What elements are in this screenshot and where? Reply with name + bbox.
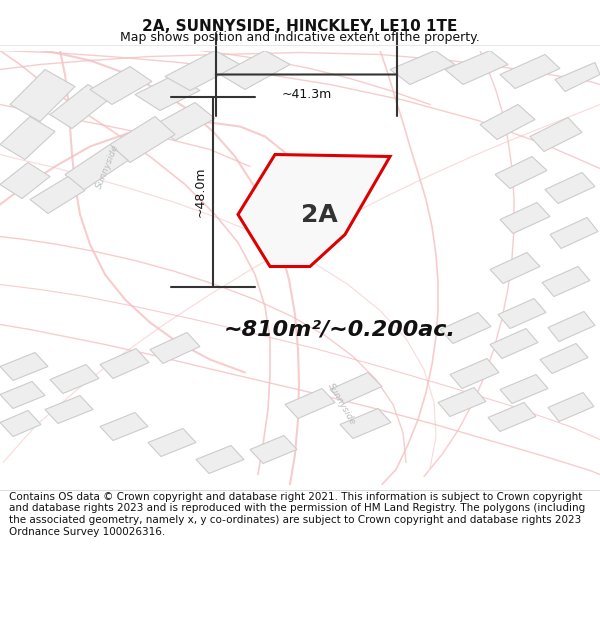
Polygon shape xyxy=(0,411,41,436)
Polygon shape xyxy=(490,253,540,284)
Polygon shape xyxy=(45,396,93,424)
Polygon shape xyxy=(196,446,244,474)
Text: ~810m²/~0.200ac.: ~810m²/~0.200ac. xyxy=(224,319,456,339)
Text: 2A: 2A xyxy=(301,204,338,228)
Polygon shape xyxy=(500,202,550,234)
Polygon shape xyxy=(110,116,175,162)
Text: Contains OS data © Crown copyright and database right 2021. This information is : Contains OS data © Crown copyright and d… xyxy=(9,492,585,537)
Polygon shape xyxy=(445,51,508,84)
Polygon shape xyxy=(500,54,560,89)
Polygon shape xyxy=(438,388,486,416)
Polygon shape xyxy=(0,116,55,159)
Polygon shape xyxy=(165,51,240,91)
Polygon shape xyxy=(0,162,50,199)
Polygon shape xyxy=(450,359,499,389)
Polygon shape xyxy=(238,154,390,266)
Polygon shape xyxy=(390,51,455,84)
Polygon shape xyxy=(480,104,535,139)
Polygon shape xyxy=(100,412,148,441)
Polygon shape xyxy=(0,352,48,381)
Polygon shape xyxy=(548,311,595,341)
Polygon shape xyxy=(488,402,536,431)
Polygon shape xyxy=(0,381,45,409)
Polygon shape xyxy=(542,266,590,296)
Polygon shape xyxy=(100,349,149,379)
Polygon shape xyxy=(285,389,335,419)
Polygon shape xyxy=(50,364,99,394)
Polygon shape xyxy=(548,392,594,421)
Polygon shape xyxy=(340,409,391,439)
Polygon shape xyxy=(150,332,200,364)
Polygon shape xyxy=(10,69,75,121)
Text: ~41.3m: ~41.3m xyxy=(281,89,332,101)
Polygon shape xyxy=(500,374,548,404)
Text: Sunnyside: Sunnyside xyxy=(95,143,121,190)
Polygon shape xyxy=(220,51,290,89)
Polygon shape xyxy=(30,176,85,214)
Polygon shape xyxy=(65,144,128,191)
Polygon shape xyxy=(550,217,598,249)
Polygon shape xyxy=(440,312,491,344)
Polygon shape xyxy=(155,102,215,141)
Polygon shape xyxy=(250,436,297,464)
Polygon shape xyxy=(490,329,538,359)
Polygon shape xyxy=(555,62,600,91)
Polygon shape xyxy=(330,372,382,404)
Text: 2A, SUNNYSIDE, HINCKLEY, LE10 1TE: 2A, SUNNYSIDE, HINCKLEY, LE10 1TE xyxy=(142,19,458,34)
Polygon shape xyxy=(50,84,110,129)
Polygon shape xyxy=(135,74,200,111)
Text: Map shows position and indicative extent of the property.: Map shows position and indicative extent… xyxy=(120,31,480,44)
Polygon shape xyxy=(90,66,152,104)
Polygon shape xyxy=(540,344,588,374)
Polygon shape xyxy=(545,173,595,204)
Polygon shape xyxy=(530,118,582,151)
Text: ~48.0m: ~48.0m xyxy=(194,167,207,217)
Polygon shape xyxy=(495,156,547,189)
Polygon shape xyxy=(498,299,546,329)
Polygon shape xyxy=(148,429,196,456)
Text: Sunnyside: Sunnyside xyxy=(326,382,358,427)
